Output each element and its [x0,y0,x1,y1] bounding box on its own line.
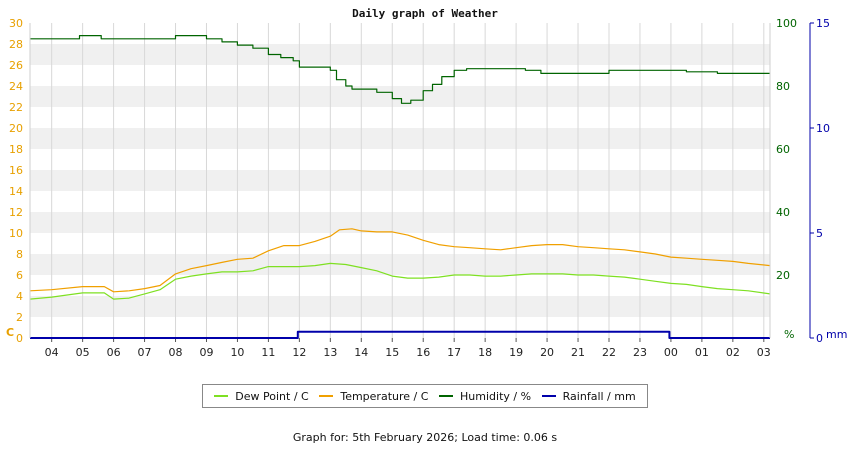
x-tick-label: 03 [757,346,771,359]
x-tick-label: 09 [199,346,213,359]
plot-band [30,23,770,44]
x-tick-label: 08 [169,346,183,359]
left-axis-tick-label: 30 [9,17,23,30]
rain-axis-tick-label: 5 [816,227,823,240]
x-tick-label: 02 [726,346,740,359]
rain-axis-unit: mm [826,328,847,341]
weather-chart: Daily graph of Weather 02468101214161820… [6,7,847,359]
humidity-axis-tick-label: 80 [776,80,790,93]
x-tick-label: 07 [138,346,152,359]
rainfall-line [30,330,770,339]
legend-swatch-humidity [439,395,454,397]
plot-band [30,128,770,149]
x-tick-label: 11 [261,346,275,359]
left-axis-tick-label: 6 [16,269,23,282]
humidity-axis-tick-label: 40 [776,206,790,219]
dew-point-line [29,262,771,300]
rain-axis-ticks: 0 5 10 15 [810,17,830,345]
vertical-gridlines [51,23,765,342]
rain-axis-tick-label: 0 [816,332,823,345]
left-axis-tick-label: 22 [9,101,23,114]
chart-title: Daily graph of Weather [352,7,498,20]
x-tick-label: 06 [107,346,121,359]
footer-text: Graph for: 5th February 2026; Load time:… [292,431,558,444]
x-tick-label: 22 [602,346,616,359]
plot-band [30,86,770,107]
humidity-axis-tick-label: 20 [776,269,790,282]
legend-label: Temperature / C [340,389,429,403]
x-tick-label: 17 [447,346,461,359]
legend-label: Dew Point / C [235,389,309,403]
plot-band [30,149,770,170]
plot-bands [30,23,770,338]
rain-axis-tick-label: 15 [816,17,830,30]
legend-swatch-dew-point [214,395,229,397]
humidity-axis-tick-label: 60 [776,143,790,156]
temperature-line [29,228,771,293]
legend: Dew Point / C Temperature / C Humidity /… [202,384,648,408]
series-lines [29,34,771,339]
x-tick-label: 00 [664,346,678,359]
x-tick-label: 14 [354,346,368,359]
left-axis-tick-label: 14 [9,185,23,198]
humidity-axis-unit: % [784,328,794,341]
left-axis-tick-label: 24 [9,80,23,93]
x-tick-label: 04 [45,346,59,359]
plot-band [30,275,770,296]
x-tick-label: 10 [230,346,244,359]
x-tick-label: 01 [695,346,709,359]
plot-band [30,107,770,128]
x-tick-label: 16 [416,346,430,359]
x-tick-label: 13 [323,346,337,359]
left-axis-tick-label: 12 [9,206,23,219]
plot-band [30,212,770,233]
left-axis-tick-label: 2 [16,311,23,324]
x-tick-label: 18 [478,346,492,359]
legend-label: Humidity / % [460,389,532,403]
legend-swatch-rainfall [541,395,556,397]
left-axis-tick-label: 26 [9,59,23,72]
x-tick-label: 12 [292,346,306,359]
plot-band [30,191,770,212]
plot-band [30,170,770,191]
left-axis-tick-label: 4 [16,290,23,303]
x-tick-label: 23 [633,346,647,359]
left-axis-tick-label: 18 [9,143,23,156]
plot-band [30,65,770,86]
left-axis-tick-label: 10 [9,227,23,240]
legend-item-dew-point: Dew Point / C [214,389,309,403]
x-tick-label: 21 [571,346,585,359]
x-tick-label: 20 [540,346,554,359]
left-axis-unit: C [6,326,14,339]
legend-item-temperature: Temperature / C [319,390,428,403]
legend-item-rainfall: Rainfall / mm [541,389,636,403]
x-tick-label: 19 [509,346,523,359]
plot-band [30,317,770,338]
x-tick-label: 05 [76,346,90,359]
left-axis-tick-label: 20 [9,122,23,135]
humidity-axis-tick-label: 100 [776,17,797,30]
left-axis-tick-label: 0 [16,332,23,345]
x-axis-ticks: 04 05 06 07 08 09 10 11 12 13 14 15 16 17 18 19 20 21 22 23… [45,346,771,359]
x-tick-label: 15 [385,346,399,359]
plot-band [30,44,770,65]
left-axis-tick-label: 8 [16,248,23,261]
rain-axis-tick-label: 10 [816,122,830,135]
plot-band [30,254,770,275]
left-axis-tick-label: 16 [9,164,23,177]
left-axis-tick-label: 28 [9,38,23,51]
humidity-axis-ticks: 20 40 60 80 100 [776,17,797,282]
plot-band [30,233,770,254]
legend-swatch-temperature [319,395,334,397]
plot-band [30,296,770,317]
legend-label: Rainfall / mm [562,389,636,403]
humidity-line [30,34,770,104]
legend-item-humidity: Humidity / % [439,390,531,403]
